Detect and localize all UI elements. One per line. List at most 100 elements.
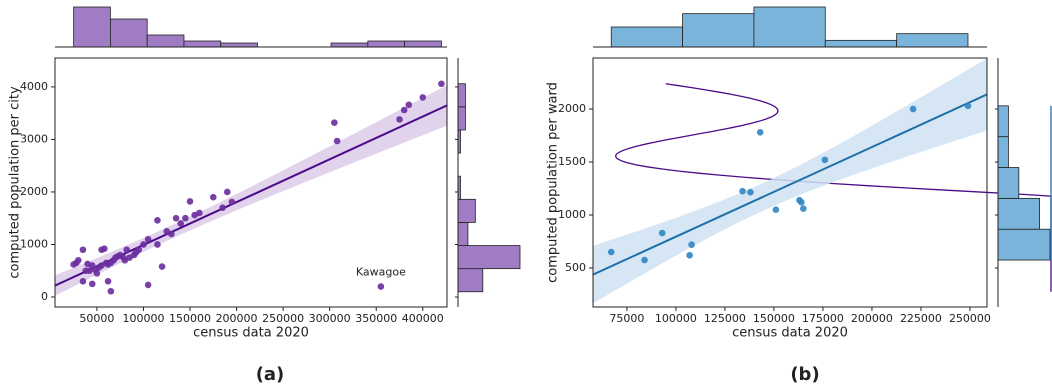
point bbox=[74, 256, 82, 264]
plot-area bbox=[593, 58, 987, 304]
x-axis-title: census data 2020 bbox=[193, 326, 309, 341]
point bbox=[154, 241, 161, 248]
x-tick-label: 300000 bbox=[309, 312, 351, 325]
point bbox=[196, 209, 203, 217]
histogram-bar bbox=[457, 106, 466, 131]
point bbox=[438, 80, 445, 88]
point bbox=[154, 217, 161, 224]
x-tick-label: 150000 bbox=[753, 312, 795, 325]
histogram-bar bbox=[457, 198, 476, 223]
histogram-bar bbox=[997, 197, 1040, 230]
histogram-bar bbox=[997, 228, 1051, 261]
histogram-bar bbox=[110, 18, 148, 48]
histogram-bar bbox=[682, 13, 755, 48]
point bbox=[607, 248, 615, 256]
point bbox=[123, 246, 130, 254]
x-tick-label: 250000 bbox=[262, 312, 304, 325]
y-axis-title: computed population per ward bbox=[546, 82, 561, 283]
y-axis-title: computed population per city bbox=[8, 86, 23, 279]
histogram-bar bbox=[997, 167, 1020, 199]
y-tick-label: 2000 bbox=[558, 102, 586, 115]
histogram-bar bbox=[457, 268, 484, 293]
point bbox=[158, 263, 166, 270]
y-tick-label: 0 bbox=[41, 290, 48, 303]
histogram-bar bbox=[457, 83, 466, 108]
point bbox=[186, 198, 194, 205]
histogram-bar bbox=[997, 136, 1009, 168]
x-tick-label: 50000 bbox=[79, 312, 114, 325]
point bbox=[101, 245, 108, 252]
point bbox=[104, 277, 112, 285]
point bbox=[144, 281, 152, 289]
y-tick-label: 4000 bbox=[20, 80, 48, 93]
point bbox=[219, 204, 226, 212]
annotation: Kawagoe bbox=[356, 266, 406, 279]
point bbox=[798, 198, 805, 206]
point bbox=[177, 220, 185, 227]
point bbox=[800, 205, 807, 212]
point bbox=[135, 246, 143, 254]
x-tick-label: 200000 bbox=[851, 312, 893, 325]
caption: (b) bbox=[790, 364, 819, 385]
x-tick-label: 175000 bbox=[802, 312, 844, 325]
y-tick-label: 1500 bbox=[558, 155, 586, 168]
point bbox=[405, 101, 413, 109]
point bbox=[93, 270, 101, 277]
point bbox=[182, 214, 189, 222]
point bbox=[658, 229, 666, 237]
confidence-band bbox=[55, 85, 447, 296]
histogram-bar bbox=[404, 40, 442, 48]
confidence-band bbox=[593, 58, 987, 304]
histogram-bar bbox=[146, 34, 185, 48]
point bbox=[396, 116, 403, 123]
point bbox=[140, 241, 147, 248]
histogram-bar bbox=[220, 42, 258, 48]
x-tick-label: 250000 bbox=[949, 312, 991, 325]
axes-frame bbox=[592, 57, 988, 308]
x-tick-label: 150000 bbox=[169, 312, 211, 325]
x-tick-label: 100000 bbox=[122, 312, 164, 325]
histogram-bar bbox=[183, 40, 222, 48]
x-tick-label: 400000 bbox=[402, 312, 444, 325]
x-tick-label: 225000 bbox=[900, 312, 942, 325]
point bbox=[747, 188, 754, 196]
point bbox=[821, 156, 829, 164]
histogram-bar bbox=[73, 6, 111, 48]
histogram-bar bbox=[824, 39, 898, 48]
point bbox=[686, 251, 693, 259]
point bbox=[688, 241, 695, 248]
point bbox=[107, 287, 115, 295]
y-tick-label: 1000 bbox=[20, 237, 48, 250]
point bbox=[144, 235, 152, 243]
x-tick-label: 75000 bbox=[609, 312, 644, 325]
x-tick-label: 125000 bbox=[704, 312, 746, 325]
histogram-bar bbox=[610, 26, 683, 48]
point bbox=[79, 246, 87, 254]
y-tick-label: 3000 bbox=[20, 132, 48, 145]
point bbox=[964, 102, 972, 110]
x-tick-label: 200000 bbox=[216, 312, 258, 325]
y-tick-label: 2000 bbox=[20, 185, 48, 198]
x-axis-title: census data 2020 bbox=[732, 326, 848, 341]
x-tick-label: 350000 bbox=[355, 312, 397, 325]
point bbox=[168, 230, 175, 238]
point bbox=[86, 267, 93, 275]
histogram-bar bbox=[753, 6, 826, 48]
point bbox=[172, 214, 180, 222]
point bbox=[756, 129, 764, 136]
point bbox=[909, 105, 917, 113]
plot-area bbox=[55, 80, 447, 296]
point bbox=[400, 106, 408, 114]
y-tick-label: 1000 bbox=[558, 208, 586, 221]
y-tick-label: 500 bbox=[565, 261, 586, 274]
point bbox=[739, 187, 746, 195]
x-tick-label: 100000 bbox=[655, 312, 697, 325]
histogram-bar bbox=[997, 105, 1009, 138]
point bbox=[79, 277, 87, 285]
axes-frame bbox=[54, 57, 448, 308]
histogram-bar bbox=[457, 222, 469, 246]
point bbox=[223, 188, 231, 196]
point bbox=[641, 256, 648, 264]
point bbox=[228, 198, 236, 206]
